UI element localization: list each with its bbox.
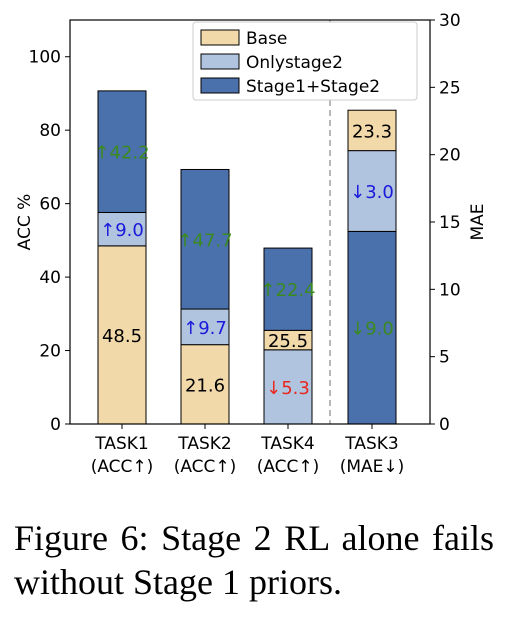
legend-label: Base bbox=[246, 29, 287, 49]
legend-label: Stage1+Stage2 bbox=[246, 77, 380, 97]
right-tick-label: 15 bbox=[439, 213, 461, 233]
x-tick-label: (ACC↑) bbox=[91, 457, 154, 477]
x-tick-label: (ACC↑) bbox=[257, 457, 320, 477]
legend-swatch bbox=[200, 77, 240, 94]
right-tick-label: 0 bbox=[439, 415, 450, 435]
left-tick-label: 20 bbox=[39, 342, 61, 362]
bar-segment bbox=[347, 230, 397, 425]
legend-label: Onlystage2 bbox=[246, 53, 343, 73]
legend-swatch bbox=[200, 53, 240, 70]
right-axis-label: MAE bbox=[468, 203, 488, 240]
bar-segment bbox=[347, 109, 397, 152]
data-label: 21.6 bbox=[185, 375, 225, 396]
x-tick-label: (MAE↓) bbox=[340, 457, 405, 477]
bar-segment bbox=[263, 247, 313, 331]
data-label: 23.3 bbox=[352, 121, 392, 142]
left-tick-label: 100 bbox=[29, 48, 61, 68]
legend-box bbox=[192, 21, 418, 101]
x-tick-label: (ACC↑) bbox=[174, 457, 237, 477]
data-label: 25.5 bbox=[268, 331, 308, 352]
x-tick-label: TASK2 bbox=[177, 434, 231, 454]
left-axis-label: ACC % bbox=[15, 194, 35, 251]
x-tick-label: TASK4 bbox=[260, 434, 314, 454]
x-tick-label: TASK3 bbox=[344, 434, 398, 454]
right-tick-label: 25 bbox=[439, 78, 461, 98]
figure-caption: Figure 6: Stage 2 RL alone fails without… bbox=[14, 518, 494, 602]
bar-segment bbox=[180, 308, 230, 346]
left-tick-label: 40 bbox=[39, 268, 61, 288]
data-label: ↓9.0 bbox=[350, 319, 394, 340]
left-tick-label: 60 bbox=[39, 195, 61, 215]
data-label: ↑9.0 bbox=[100, 220, 144, 241]
data-label: ↑47.7 bbox=[177, 230, 232, 251]
legend-swatch bbox=[200, 29, 240, 46]
data-label: 48.5 bbox=[102, 326, 142, 347]
data-label: ↑9.7 bbox=[183, 318, 227, 339]
bar-segment bbox=[180, 168, 230, 310]
right-tick-label: 10 bbox=[439, 280, 461, 300]
data-label: ↑22.4 bbox=[260, 280, 315, 301]
right-tick-label: 5 bbox=[439, 348, 450, 368]
right-tick-label: 30 bbox=[439, 11, 461, 31]
bar-segment bbox=[180, 344, 230, 425]
data-label: ↓5.3 bbox=[266, 378, 310, 399]
bar-segment bbox=[97, 211, 147, 247]
left-tick-label: 80 bbox=[39, 121, 61, 141]
right-tick-label: 20 bbox=[439, 146, 461, 166]
left-tick-label: 0 bbox=[50, 415, 61, 435]
bar-segment bbox=[97, 245, 147, 425]
stacked-bar-chart: 48.5 ↑9.0 ↑42.2 21.6 ↑9.7 ↑47.7 ↓5.3 25.5 ↑22.4 ↓… bbox=[15, 11, 488, 477]
data-label: ↑42.2 bbox=[94, 143, 149, 164]
x-tick-label: TASK1 bbox=[94, 434, 148, 454]
bar-segment bbox=[97, 90, 147, 213]
data-label: ↓3.0 bbox=[350, 182, 394, 203]
